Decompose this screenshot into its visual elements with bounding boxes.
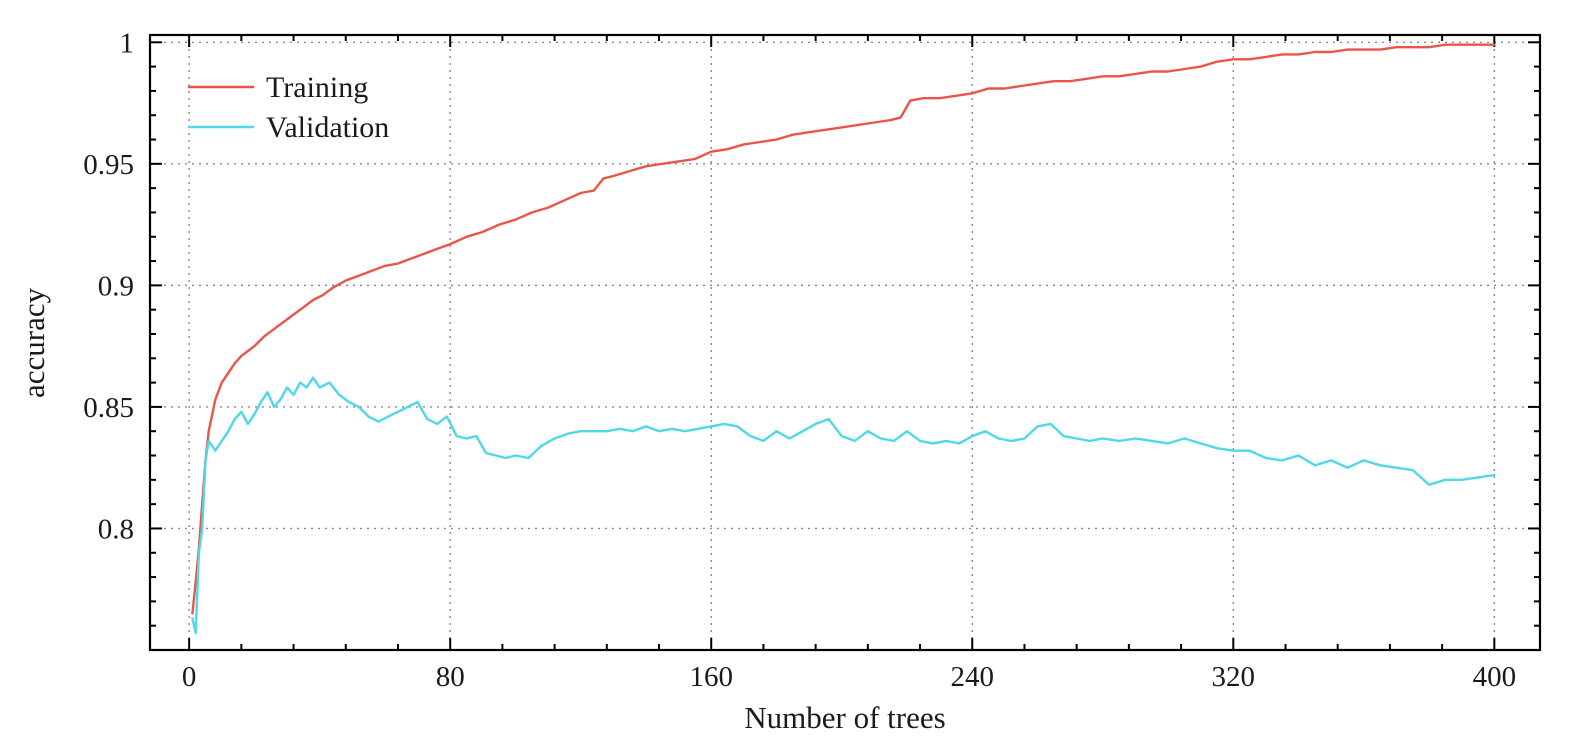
y-tick-label: 0.85 xyxy=(83,392,134,424)
x-tick-label: 400 xyxy=(1473,661,1517,693)
legend-label-training: Training xyxy=(266,71,368,104)
series-line-training xyxy=(191,43,1496,615)
plot-frame xyxy=(148,33,1542,652)
x-tick-label: 160 xyxy=(689,661,733,693)
x-tick-label: 0 xyxy=(182,661,197,693)
legend-label-validation: Validation xyxy=(266,111,389,144)
y-tick-label: 0.9 xyxy=(98,270,134,302)
y-tick-label: 0.8 xyxy=(98,513,134,545)
y-axis-title: accuracy xyxy=(16,287,51,398)
y-tick-label: 1 xyxy=(120,27,135,59)
x-tick-label: 240 xyxy=(951,661,995,693)
x-tick-label: 320 xyxy=(1212,661,1256,693)
x-tick-label: 80 xyxy=(436,661,465,693)
series-line-validation xyxy=(191,376,1496,635)
x-axis-title: Number of trees xyxy=(744,700,946,735)
y-tick-label: 0.95 xyxy=(83,149,134,181)
